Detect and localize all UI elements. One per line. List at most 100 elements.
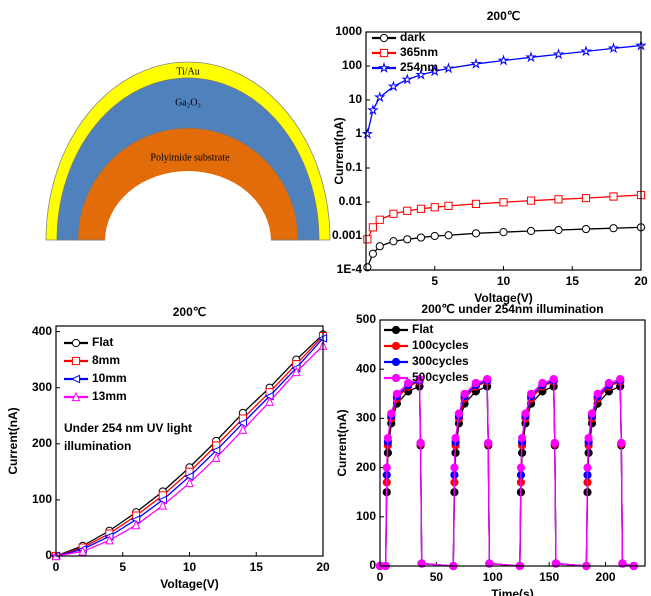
x-tick-label: 100 [483, 570, 503, 584]
device-diagram: Ti/Au Ga₂O₃ Polyimide substrate [46, 62, 330, 241]
x-tick-label: 5 [431, 274, 438, 288]
marker [594, 390, 601, 397]
y-tick-label: 100 [342, 58, 362, 72]
x-tick-label: 10 [183, 560, 197, 574]
marker [527, 197, 534, 204]
marker [499, 56, 507, 64]
diagram-label: Ti/Au [176, 66, 200, 77]
marker [461, 390, 468, 397]
marker [551, 439, 558, 446]
x-tick-label: 0 [377, 570, 384, 584]
marker [388, 410, 395, 417]
marker [554, 50, 562, 58]
x-tick-label: 0 [53, 560, 60, 574]
marker [539, 379, 546, 386]
y-tick-label: 1000 [335, 24, 362, 38]
marker [582, 225, 589, 232]
marker [444, 64, 452, 72]
legend-label: 500cycles [412, 370, 469, 384]
legend-marker [380, 34, 387, 41]
figure: Ti/Au Ga₂O₃ Polyimide substrate 200℃ Volt… [0, 0, 651, 596]
marker [472, 60, 480, 68]
y-tick-label: 10 [349, 92, 363, 106]
legend-label: 300cycles [412, 354, 469, 368]
y-tick-label: 400 [356, 361, 376, 375]
marker [445, 232, 452, 239]
x-axis-label: Time(s) [491, 587, 533, 596]
marker [405, 379, 412, 386]
marker [584, 464, 591, 471]
legend-label: Flat [412, 322, 433, 336]
legend-label: 100cycles [412, 338, 469, 352]
marker [582, 47, 590, 55]
marker [390, 238, 397, 245]
marker [550, 375, 557, 382]
x-axis-label: Voltage(V) [160, 577, 218, 591]
annotation: illumination [64, 439, 131, 453]
marker [369, 250, 376, 257]
y-tick-label: 500 [356, 312, 376, 326]
x-tick-label: 10 [497, 274, 511, 288]
y-tick-label: 1E-4 [337, 262, 363, 276]
legend-marker [380, 64, 388, 72]
marker [609, 44, 617, 52]
marker [555, 196, 562, 203]
y-tick-label: 0.1 [345, 160, 362, 174]
marker [527, 227, 534, 234]
marker [417, 439, 424, 446]
marker [588, 410, 595, 417]
x-tick-label: 15 [250, 560, 264, 574]
legend-label: 365nm [400, 45, 438, 59]
y-tick-label: 1 [355, 126, 362, 140]
marker [451, 464, 458, 471]
marker [417, 234, 424, 241]
legend-marker [392, 374, 399, 381]
x-tick-label: 150 [539, 570, 559, 584]
legend-marker [72, 375, 80, 382]
chart-title: 200℃ under 254nm illumination [421, 302, 603, 316]
y-tick-label: 0.001 [332, 228, 362, 242]
marker [500, 199, 507, 206]
y-tick-label: 100 [356, 509, 376, 523]
marker [403, 75, 411, 83]
legend-marker [392, 358, 399, 365]
y-tick-label: 0.01 [339, 194, 363, 208]
diagram-label: Ga₂O₃ [175, 97, 201, 108]
plot-area [376, 375, 637, 569]
marker [393, 390, 400, 397]
y-tick-label: 300 [356, 411, 376, 425]
marker [555, 226, 562, 233]
marker [431, 204, 438, 211]
y-tick-label: 100 [32, 492, 52, 506]
marker [605, 379, 612, 386]
marker [610, 225, 617, 232]
legend-label: Flat [92, 335, 113, 349]
marker [618, 439, 625, 446]
chart-title: 200℃ [173, 305, 207, 319]
marker [404, 236, 411, 243]
marker [472, 230, 479, 237]
marker [390, 210, 397, 217]
y-axis-label: Current(nA) [335, 409, 349, 476]
marker [500, 229, 507, 236]
x-tick-label: 200 [596, 570, 616, 584]
plot-area [363, 41, 645, 271]
legend-marker [380, 49, 387, 56]
marker [472, 200, 479, 207]
marker [610, 193, 617, 200]
legend-label: 254nm [400, 60, 438, 74]
marker [455, 410, 462, 417]
legend-marker [392, 326, 399, 333]
y-tick-label: 400 [32, 324, 52, 338]
chart-title: 200℃ [487, 9, 521, 23]
marker [364, 236, 371, 243]
marker [384, 434, 391, 441]
marker [484, 375, 491, 382]
marker [585, 434, 592, 441]
marker [376, 243, 383, 250]
marker [445, 202, 452, 209]
y-tick-label: 200 [356, 460, 376, 474]
y-tick-label: 0 [45, 548, 52, 562]
